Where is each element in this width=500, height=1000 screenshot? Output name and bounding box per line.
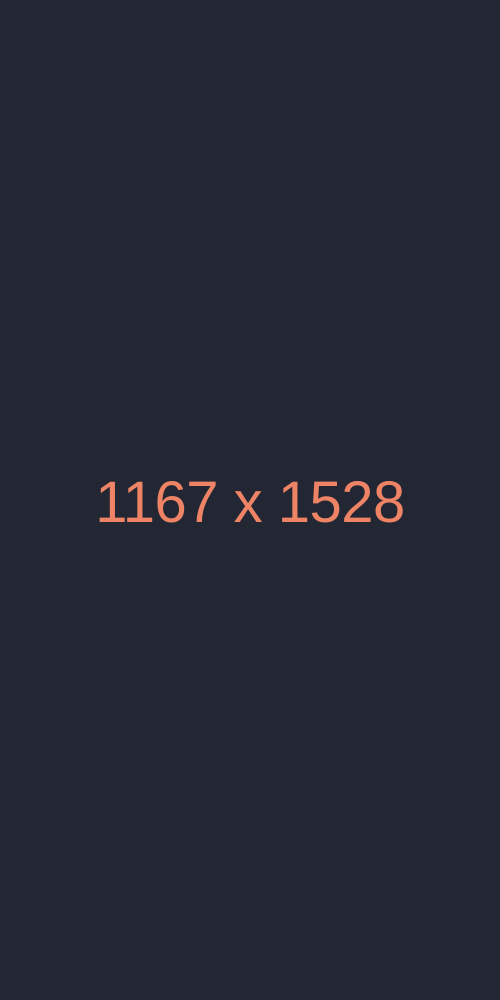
placeholder-dimensions-label: 1167 x 1528 [95,470,405,535]
